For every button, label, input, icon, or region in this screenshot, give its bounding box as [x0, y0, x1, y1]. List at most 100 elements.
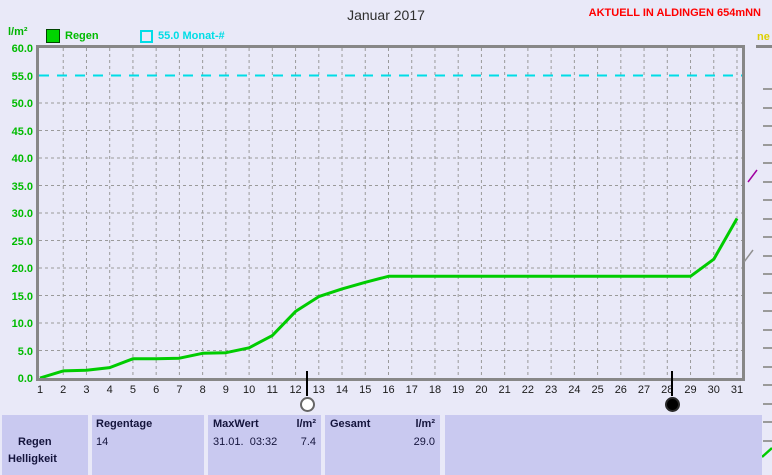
y-tick-label: 20.0 — [11, 263, 33, 275]
x-tick-label: 29 — [684, 384, 697, 396]
neighbour-gridline-stub — [763, 107, 772, 109]
table-cell-empty — [445, 415, 762, 475]
x-tick-label: 15 — [359, 384, 372, 396]
x-tick-label: 24 — [568, 384, 581, 396]
neighbour-gridline-stub — [763, 384, 772, 386]
x-tick-label: 27 — [637, 384, 651, 396]
neighbour-gridline-stub — [763, 125, 772, 127]
x-tick-label: 7 — [176, 384, 183, 396]
neighbour-gridline-stub — [763, 236, 772, 238]
neighbour-green-curve-fragment — [761, 447, 772, 458]
x-tick-label: 21 — [498, 384, 511, 396]
station-banner: AKTUELL IN ALDINGEN 654mNN — [588, 7, 761, 19]
x-tick-label: 28 — [661, 384, 674, 396]
x-tick-label: 14 — [335, 384, 349, 396]
y-tick-label: 55.0 — [11, 70, 33, 83]
legend-label-month-reference: 55.0 Monat-# — [158, 30, 225, 42]
x-tick-label: 30 — [707, 384, 720, 396]
rain-line-chart — [39, 48, 742, 378]
new-moon-icon — [664, 397, 680, 412]
x-tick-label: 26 — [614, 384, 627, 396]
y-tick-label: 50.0 — [11, 98, 33, 110]
neighbour-gridline-stub — [763, 347, 772, 349]
table-cell-regentage: Regentage 14 — [92, 415, 204, 475]
table-cell-sensor: Regen Helligkeit — [2, 415, 88, 475]
regentage-header: Regentage — [96, 418, 153, 430]
gesamt-header: Gesamt — [330, 418, 371, 430]
neighbour-gridline-stub — [763, 273, 772, 275]
x-tick-label: 31 — [730, 384, 744, 396]
neighbour-gridline-stub — [763, 366, 772, 368]
y-axis-unit-label: l/m² — [8, 26, 28, 38]
regentage-value: 14 — [96, 436, 109, 448]
statistics-table: Regen Helligkeit Regentage 14 MaxWert l/… — [0, 415, 762, 475]
regen-series-line — [39, 217, 739, 378]
x-tick-label: 17 — [405, 384, 418, 396]
x-tick-label: 9 — [222, 384, 229, 396]
neighbour-panel-top-border — [756, 45, 772, 48]
x-tick-label: 22 — [521, 384, 535, 396]
x-tick-label: 1 — [36, 384, 44, 396]
plot-area — [36, 45, 745, 381]
neighbour-gridline-stub — [763, 421, 772, 423]
month-reference-legend-swatch-icon — [140, 29, 153, 43]
maxwert-value: 7.4 — [300, 436, 316, 448]
full-moon-icon — [300, 397, 316, 412]
neighbour-gridline-stub — [763, 144, 772, 146]
legend-item-regen: Regen — [46, 29, 99, 43]
x-tick-label: 4 — [106, 384, 113, 396]
y-tick-label: 30.0 — [11, 208, 33, 220]
neighbour-gridline-stub — [763, 181, 772, 183]
maxwert-datetime: 31.01. 03:32 — [213, 436, 278, 448]
y-tick-label: 25.0 — [11, 235, 33, 248]
y-tick-label: 10.0 — [11, 318, 33, 330]
neighbour-gridline-stub — [763, 88, 772, 90]
weather-chart-window: { "header": { "station_banner": "AKTUELL… — [0, 7, 772, 475]
legend-item-month-reference: 55.0 Monat-# — [140, 29, 225, 43]
y-tick-label: 5.0 — [17, 345, 33, 358]
gesamt-unit-header: l/m² — [415, 418, 435, 430]
moon-phase-tick — [306, 371, 309, 396]
x-tick-label: 10 — [242, 384, 256, 396]
x-tick-label: 2 — [60, 384, 67, 396]
x-tick-label: 16 — [382, 384, 395, 396]
x-tick-label: 13 — [312, 384, 325, 396]
x-tick-label: 25 — [591, 384, 604, 396]
maxwert-header: MaxWert — [213, 418, 259, 430]
x-tick-label: 6 — [153, 384, 160, 396]
neighbour-gridline-stub — [763, 403, 772, 405]
moon-phase-tick — [670, 371, 673, 396]
regen-legend-swatch-icon — [46, 29, 60, 43]
table-cell-maxwert: MaxWert l/m² 31.01. 03:32 7.4 — [208, 415, 321, 475]
x-tick-label: 19 — [452, 384, 465, 396]
y-tick-label: 40.0 — [11, 153, 33, 165]
sensor-label: Regen — [18, 436, 52, 448]
x-tick-label: 12 — [289, 384, 302, 396]
x-tick-label: 20 — [475, 384, 488, 396]
x-tick-label: 5 — [129, 384, 136, 396]
neighbour-gridline-stub — [763, 292, 772, 294]
neighbour-gridline-stub — [763, 310, 772, 312]
neighbour-gray-curve-fragment — [744, 249, 754, 263]
y-tick-label: 0.0 — [17, 373, 33, 385]
neighbour-gridline-stub — [763, 329, 772, 331]
neighbour-gridline-stub — [763, 440, 772, 442]
neighbour-gridline-stub — [763, 199, 772, 201]
neighbour-gridline-stub — [763, 162, 772, 164]
x-tick-label: 23 — [545, 384, 558, 396]
legend-label-regen: Regen — [65, 30, 99, 42]
y-tick-label: 15.0 — [11, 290, 33, 303]
x-tick-label: 3 — [83, 384, 90, 396]
y-tick-label: 45.0 — [11, 125, 33, 138]
x-tick-label: 11 — [266, 384, 279, 396]
chart-title: Januar 2017 — [347, 7, 425, 23]
maxwert-unit-header: l/m² — [296, 418, 316, 430]
y-tick-label: 35.0 — [11, 180, 33, 193]
y-tick-label: 60.0 — [11, 43, 33, 55]
neighbour-panel-curve-fragments — [744, 169, 772, 458]
neighbour-purple-curve-fragment — [747, 169, 758, 183]
neighbour-panel-clipped-text: ne — [757, 31, 770, 43]
gesamt-value: 29.0 — [413, 436, 435, 448]
neighbour-gridline-stub — [763, 218, 772, 220]
x-tick-label: 8 — [199, 384, 206, 396]
